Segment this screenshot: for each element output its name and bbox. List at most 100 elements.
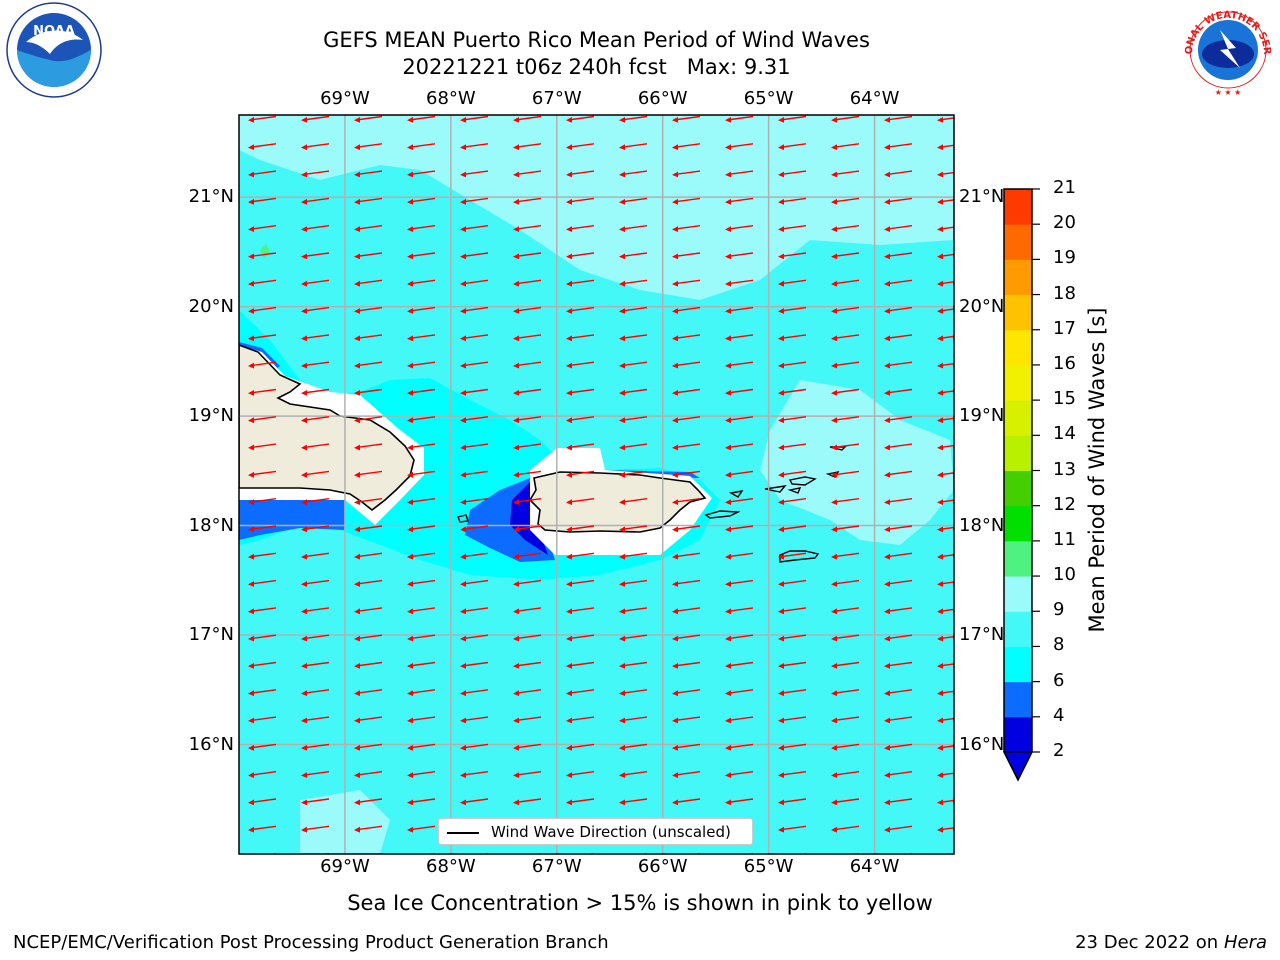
wind-arrow [407, 279, 436, 287]
wind-arrow [884, 771, 913, 778]
wind-arrow [513, 798, 542, 806]
wind-arrow [566, 115, 595, 123]
colorbar-segment [1004, 294, 1032, 331]
wind-arrow [354, 661, 383, 669]
wind-arrow [513, 743, 542, 751]
wind-arrow [301, 334, 330, 342]
wind-arrow [248, 716, 277, 724]
wind-arrow [407, 170, 436, 178]
wind-arrow [831, 361, 860, 369]
wind-arrow [513, 498, 542, 505]
wind-arrow [937, 253, 954, 260]
sea-ice-note: Sea Ice Concentration > 15% is shown in … [347, 891, 933, 915]
lon-tick-label: 64°W [849, 88, 900, 109]
wind-arrow [513, 252, 542, 260]
wind-arrow [513, 716, 542, 724]
wind-arrow [354, 689, 383, 697]
wind-arrow [778, 443, 807, 451]
wind-arrow [937, 499, 954, 505]
period-8-9-patch-1 [760, 380, 954, 545]
wind-arrow [301, 279, 330, 287]
wind-arrow [778, 525, 807, 533]
wind-arrow [248, 470, 277, 478]
wind-arrow [831, 388, 860, 396]
wind-arrow [725, 252, 754, 260]
wind-arrow [831, 579, 860, 587]
wind-arrow [725, 743, 754, 751]
wind-arrow [301, 607, 330, 615]
noaa-logo-text: NOAA [33, 24, 75, 39]
wind-arrow [248, 661, 277, 669]
wind-arrow [619, 197, 648, 205]
wind-arrow [248, 825, 277, 833]
wind-arrow [831, 170, 860, 178]
wind-arrow [301, 661, 330, 669]
wind-arrow [884, 661, 913, 669]
wind-arrow [354, 798, 383, 806]
wind-arrow [407, 197, 436, 205]
wind-arrow [619, 579, 648, 587]
wind-arrow [460, 498, 489, 505]
wind-arrow [513, 197, 542, 205]
chart-subtitle: 20221221 t06z 240h fcst Max: 9.31 [402, 55, 791, 79]
wind-arrow [460, 579, 489, 587]
wind-arrow [619, 225, 648, 232]
wind-arrow [831, 743, 860, 751]
wind-arrow [619, 798, 648, 806]
wind-arrow [248, 416, 277, 424]
wind-arrow [460, 143, 489, 151]
colorbar-tick-label: 13 [1053, 458, 1076, 480]
wind-arrow [566, 197, 595, 205]
wind-arrow [619, 689, 648, 697]
colorbar-segment [1004, 540, 1032, 577]
wind-arrow [513, 552, 542, 560]
wind-arrow [407, 689, 436, 697]
lon-tick-label: 68°W [425, 88, 476, 109]
wind-arrow [248, 634, 277, 642]
wind-arrow [884, 825, 913, 833]
wind-arrow [460, 197, 489, 205]
wind-arrow [566, 771, 595, 778]
wind-arrow [725, 388, 754, 396]
wind-arrow [725, 443, 754, 451]
colorbar-tick-label: 11 [1053, 528, 1076, 550]
wind-arrow [778, 552, 807, 560]
colorbar-tick-label: 9 [1053, 599, 1065, 621]
wind-arrow [566, 443, 595, 451]
wind-arrows [248, 115, 954, 854]
wind-arrow [831, 470, 860, 478]
map-legend: Wind Wave Direction (unscaled) [438, 818, 753, 845]
wind-arrow [884, 143, 913, 151]
wind-arrow [672, 388, 701, 396]
wind-arrow [831, 143, 860, 151]
lat-tick-label: 16°N [188, 733, 234, 755]
wind-arrow [672, 361, 701, 369]
wind-arrow [937, 772, 954, 778]
wind-arrow [407, 716, 436, 724]
colorbar-tick-label: 8 [1053, 634, 1065, 656]
wind-arrow [937, 417, 954, 424]
wind-arrow [619, 388, 648, 396]
wind-arrow [778, 416, 807, 424]
wind-arrow [460, 443, 489, 451]
wind-arrow [831, 716, 860, 724]
wind-arrow [884, 552, 913, 560]
wind-arrow [513, 279, 542, 287]
wind-arrow [354, 771, 383, 778]
wind-arrow [566, 607, 595, 615]
wind-arrow [831, 798, 860, 806]
wind-arrow [672, 170, 701, 178]
wind-arrow [407, 470, 436, 478]
wind-arrow [778, 716, 807, 724]
wind-arrow [301, 579, 330, 587]
wind-arrow [354, 306, 383, 314]
wind-arrow [301, 170, 330, 178]
wind-arrow [460, 416, 489, 424]
wind-arrow [566, 798, 595, 806]
wind-arrow [248, 443, 277, 451]
wind-arrow [725, 197, 754, 205]
wind-arrow [884, 388, 913, 396]
wind-arrow [354, 579, 383, 587]
wind-arrow [937, 144, 954, 151]
period-4-6-west [239, 500, 345, 540]
